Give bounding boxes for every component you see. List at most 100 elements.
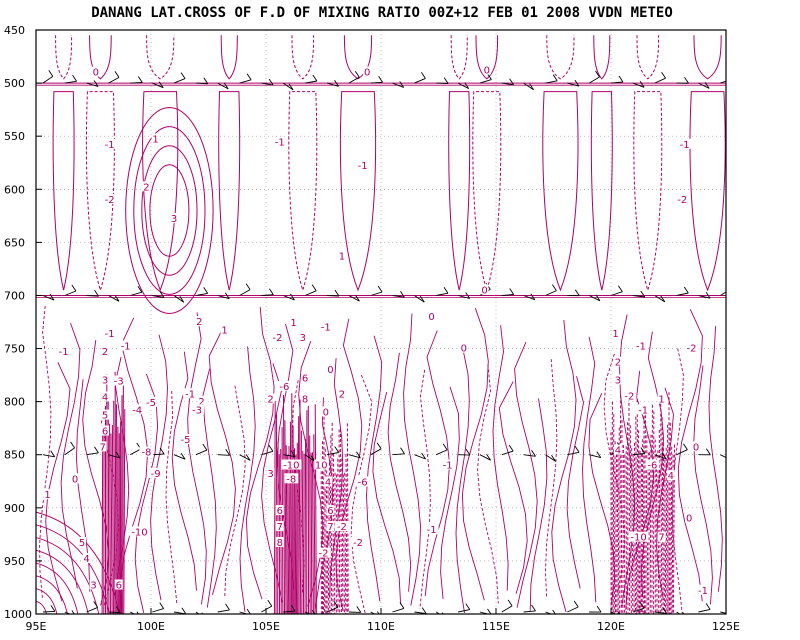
- wind-barb-flag: [661, 71, 666, 79]
- contour-label-bg: [144, 396, 158, 407]
- contour-line: [661, 417, 664, 614]
- wind-barb-flag: [640, 447, 646, 454]
- wind-barb-flag: [531, 450, 536, 457]
- y-tick-label: 650: [4, 236, 25, 249]
- wind-barb-staff: [588, 76, 600, 84]
- contour-line: [123, 409, 126, 614]
- contour-line: [85, 91, 115, 292]
- wind-barb-flag: [728, 609, 732, 615]
- contour-line: [677, 309, 703, 602]
- contour-line: [218, 91, 241, 291]
- contour-line: [514, 342, 538, 608]
- wind-barb-flag: [116, 606, 121, 613]
- wind-barb-flag: [443, 286, 449, 294]
- wind-barb-flag: [639, 81, 645, 88]
- wind-barb-staff: [326, 295, 339, 297]
- wind-barb-staff: [42, 295, 55, 301]
- contour-label-bg: [78, 537, 86, 547]
- wind-barb-staff: [152, 295, 165, 298]
- contour-label: -3: [192, 405, 202, 416]
- contour-label: -2: [687, 344, 697, 355]
- wind-barb-staff: [326, 452, 339, 456]
- wind-barb-flag: [640, 290, 646, 298]
- contour-label-bg: [301, 393, 310, 404]
- y-tick-label: 950: [4, 555, 25, 568]
- wind-barb-staff: [370, 81, 383, 84]
- contour-label-bg: [324, 476, 333, 487]
- contour-line: [239, 346, 256, 612]
- wind-barb-staff: [304, 290, 317, 296]
- wind-barb-staff: [436, 292, 449, 296]
- wind-barb-flag: [399, 81, 405, 88]
- contour-label-bg: [111, 375, 126, 386]
- wind-barb-flag: [706, 448, 711, 456]
- contour-line: [665, 447, 668, 614]
- contour-label-bg: [102, 194, 117, 204]
- x-tick-label: 100E: [137, 620, 165, 633]
- wind-barb-staff: [523, 295, 535, 301]
- contour-line: [615, 454, 617, 614]
- wind-barb-staff: [195, 292, 208, 296]
- wind-barb-flag: [662, 607, 667, 614]
- wind-barb-flag: [115, 451, 121, 459]
- wind-barb-staff: [173, 295, 185, 303]
- wind-barb-staff: [283, 82, 294, 91]
- x-tick-label: 110E: [367, 620, 395, 633]
- contour-line: [492, 325, 509, 591]
- contour-label: 2: [143, 182, 149, 193]
- contour-label-bg: [613, 444, 622, 455]
- contour-label: 7: [327, 522, 333, 533]
- wind-barb-flag: [617, 611, 621, 614]
- wind-barb-staff: [42, 76, 54, 84]
- wind-barb-staff: [457, 82, 469, 89]
- contour-label-bg: [334, 521, 349, 532]
- wind-barb-staff: [392, 607, 405, 613]
- wind-barb-staff: [501, 82, 514, 86]
- contour-label: -2: [337, 522, 347, 533]
- contour-label: -1: [638, 405, 648, 416]
- contour-line: [325, 470, 328, 614]
- contour-label: 3: [615, 376, 621, 387]
- contour-label-bg: [101, 425, 109, 436]
- contour-line: [588, 392, 616, 606]
- wind-barb-flag: [245, 454, 251, 461]
- contour-line: [116, 404, 118, 614]
- contour-line: [109, 423, 111, 614]
- wind-barb-staff: [676, 611, 681, 614]
- wind-barb-staff: [86, 606, 98, 613]
- contour-label-bg: [363, 66, 372, 77]
- wind-barb-staff: [261, 82, 274, 86]
- contour-label-bg: [101, 374, 109, 385]
- wind-barb-staff: [414, 611, 427, 614]
- contour-line: [288, 91, 318, 292]
- wind-barb-flag: [159, 447, 165, 455]
- contour-line: [345, 453, 348, 614]
- contour-label-bg: [277, 380, 292, 391]
- wind-barb-flag: [159, 602, 165, 609]
- contour-label-bg: [170, 213, 178, 224]
- contour-label-bg: [684, 342, 699, 353]
- contour-line: [330, 422, 333, 614]
- wind-barb-staff: [261, 450, 274, 456]
- wind-barb-flag: [93, 601, 99, 608]
- contour-label: -2: [353, 538, 363, 549]
- wind-barb-flag: [618, 75, 624, 83]
- contour-label: -3: [114, 377, 124, 388]
- wind-barb-flag: [356, 606, 362, 613]
- contour-line: [634, 442, 636, 614]
- contour-label: 10: [315, 461, 328, 472]
- contour-label: 8: [277, 538, 283, 549]
- contour-label-bg: [337, 250, 346, 261]
- contour-label: -1: [105, 140, 115, 151]
- wind-barb-staff: [589, 454, 601, 459]
- wind-barb-flag: [179, 296, 185, 303]
- wind-barb-flag: [705, 603, 711, 610]
- wind-barb-staff: [130, 611, 135, 614]
- wind-barb-staff: [64, 611, 71, 614]
- wind-barb-flag: [596, 605, 602, 613]
- contour-line: [220, 35, 238, 80]
- wind-barb-staff: [545, 454, 556, 462]
- wind-barb-staff: [217, 295, 230, 300]
- contour-label-bg: [102, 327, 117, 338]
- wind-barb-flag: [290, 450, 296, 457]
